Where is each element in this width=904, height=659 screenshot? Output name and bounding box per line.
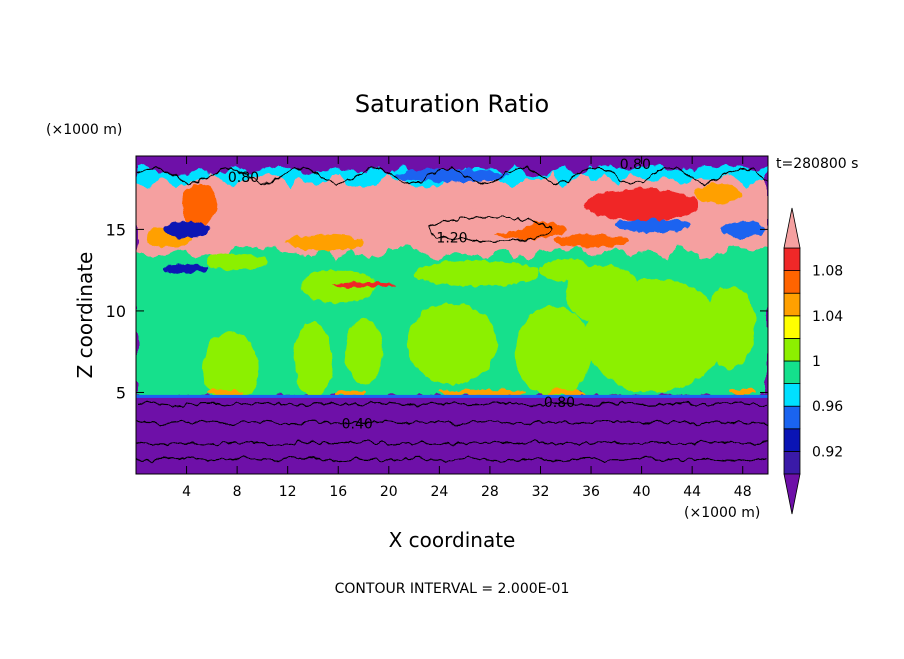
x-tick-label: 28 [481,484,499,500]
field-blob-plume [515,306,592,398]
field-blob-warm [420,208,535,235]
field-band-lower-dry [136,397,768,474]
x-tick-label: 24 [430,484,448,500]
field-blob-plume [565,265,642,324]
colorbar-over-arrow [783,207,801,249]
x-tick-label: 36 [582,484,600,500]
field-blob-plume [407,302,497,385]
field-blob-plume [202,332,259,404]
field-blob-surface [205,389,244,396]
colorbar-tick-label: 0.96 [812,399,843,415]
y-unit-label: (×1000 m) [46,122,122,138]
y-tick-label: 10 [106,302,126,321]
x-tick-label: 16 [329,484,347,500]
field-blob-cool [719,221,766,238]
field-blob-plume [414,260,541,287]
colorbar-swatch [783,405,801,430]
field-blob-cool [395,169,509,183]
x-axis-label: X coordinate [389,528,516,552]
x-tick-label: 48 [734,484,752,500]
contour-line [136,401,768,406]
field-blob-plume [344,319,383,385]
field-blob-cool [163,264,210,273]
colorbar-swatch [783,360,801,385]
colorbar: 0.92 0.96 1 1.04 1.08 [783,207,843,515]
field-blob-plume [205,253,269,271]
y-axis-label: Z coordinate [73,252,97,379]
contour-line [427,216,553,242]
contour-value-label: 0.80 [544,395,575,411]
colorbar-swatch [783,383,801,407]
heatmap-plot-area [136,156,768,474]
colorbar-swatch [783,428,801,452]
x-tick-label: 4 [182,484,191,500]
contour-value-label: 0.80 [620,157,651,173]
x-tick-label: 12 [279,484,297,500]
colorbar-swatch [783,450,801,475]
colorbar-tick-label: 1.08 [812,264,843,280]
field-blob-plume [704,286,756,368]
plot-frame [135,155,769,475]
field-blob-surface [439,389,528,396]
field-blob-warm [181,183,217,227]
field-blob-surface [546,389,585,396]
colorbar-tick-label: 1.04 [812,309,843,325]
contour-value-label: 0.80 [228,170,259,186]
contour-value-label: 1.20 [436,231,467,247]
field-blob-warm [584,188,699,222]
x-tick-label: 20 [380,484,398,500]
contour-value-label: 0.40 [342,416,373,432]
field-blob-warm [287,234,364,251]
colorbar-swatch [783,337,801,362]
field-blob-surface [730,389,756,396]
colorbar-tick-label: 0.92 [812,444,843,460]
field-blob-warm [692,183,743,204]
field-blob-plume [540,258,592,282]
colorbar-swatch [783,292,801,317]
time-label: t=280800 s [776,156,858,172]
field-blob-plume [300,270,377,303]
contour-line [136,420,768,425]
field-blob-warm [553,234,629,248]
colorbar-tick-label: 1 [812,354,821,370]
contour-interval-note: CONTOUR INTERVAL = 2.000E-01 [335,581,570,597]
field-blob-streak [333,282,394,288]
x-tick-label: 44 [683,484,701,500]
colorbar-swatch [783,247,801,272]
contour-line [136,457,768,462]
colorbar-under-arrow [783,473,801,515]
field-blob-surface [335,389,367,396]
contour-line [136,441,768,445]
contour-line [136,166,768,185]
field-band-transition [136,394,768,398]
y-tick-label: 15 [106,220,126,239]
x-tick-label: 40 [633,484,651,500]
colorbar-swatch [783,315,801,339]
field-blob-plume [294,322,332,398]
x-tick-label: 32 [532,484,550,500]
y-tick-label: 5 [116,383,126,402]
field-blob-cool [616,219,693,233]
chart-title: Saturation Ratio [355,90,549,118]
x-tick-label: 8 [233,484,242,500]
colorbar-swatch [783,270,801,294]
x-unit-label: (×1000 m) [684,505,760,521]
field-blob-cool [163,221,210,238]
